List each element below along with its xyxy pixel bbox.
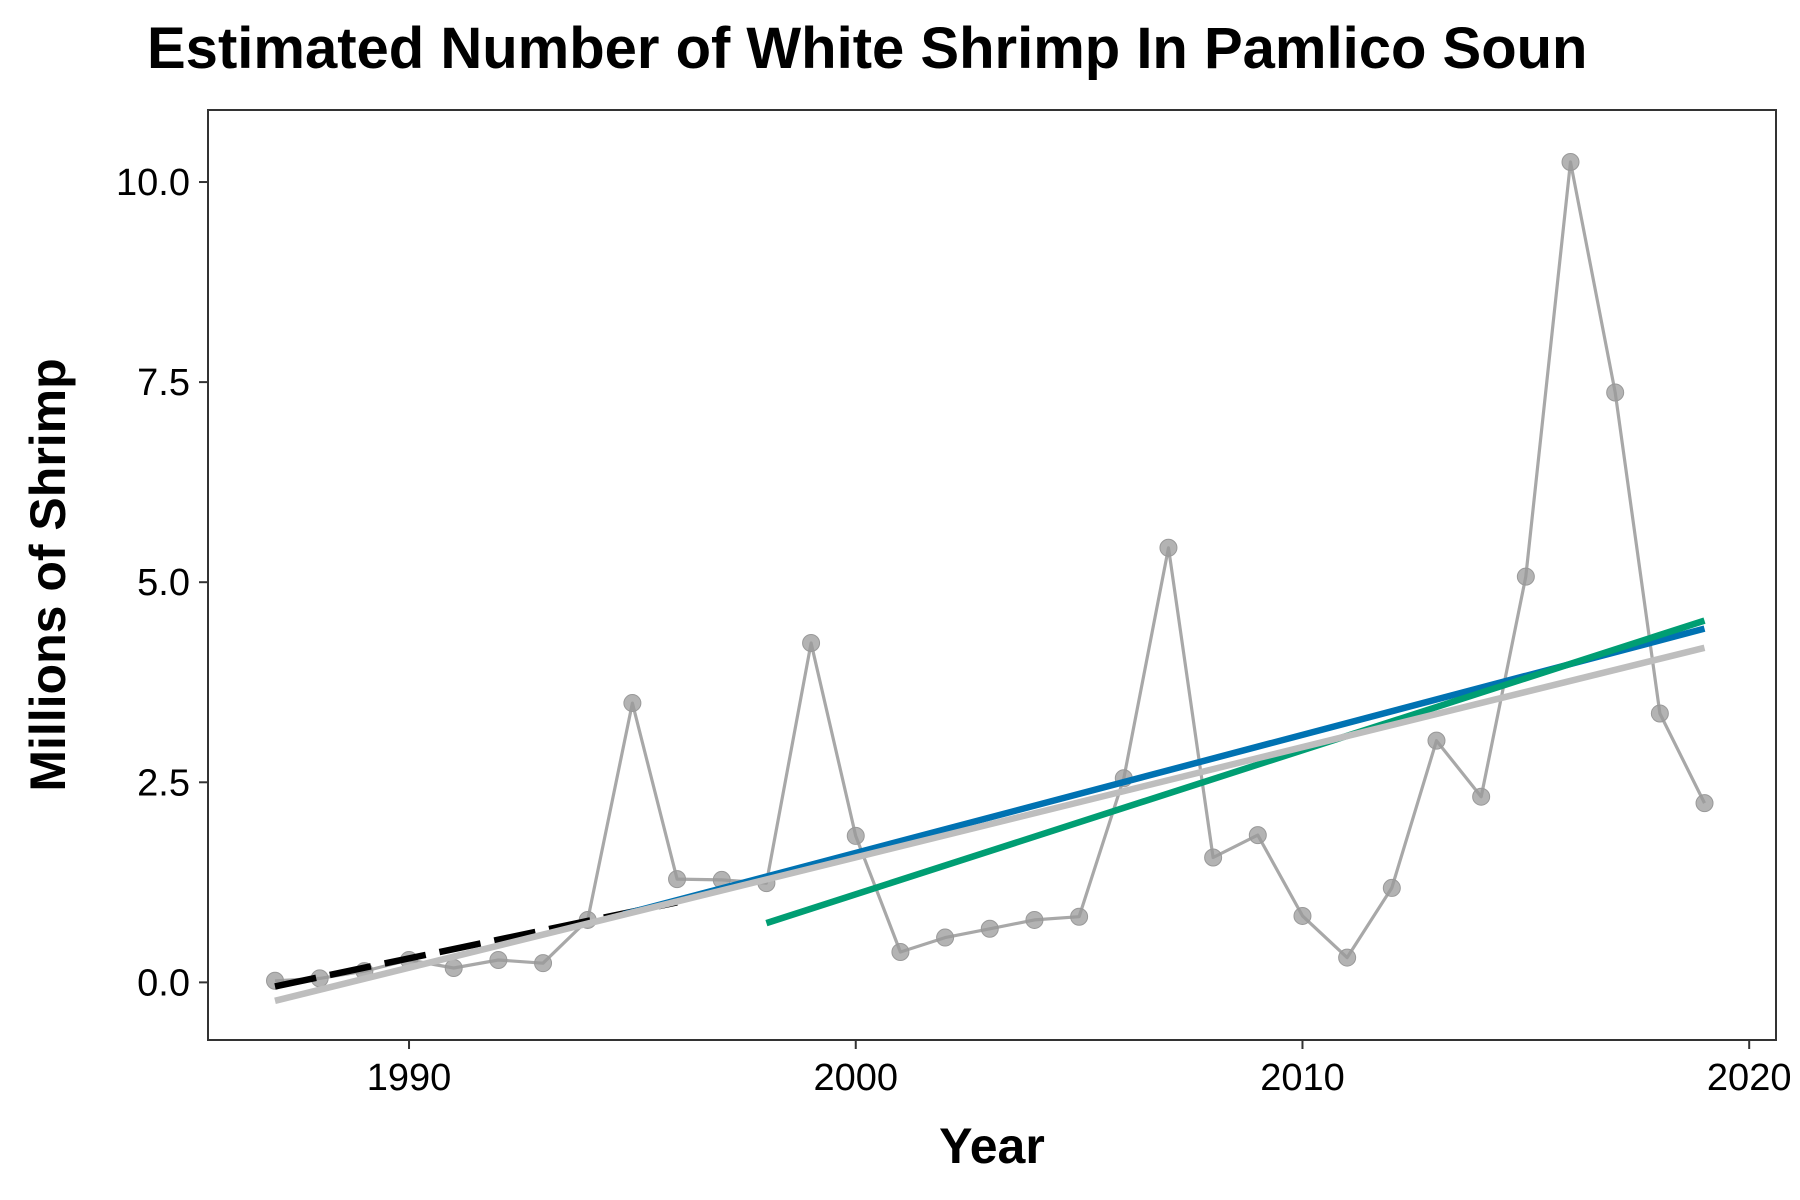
data-point: [1695, 794, 1714, 813]
data-point: [891, 942, 910, 961]
data-point: [980, 919, 999, 938]
data-point: [1070, 907, 1089, 926]
axis-layer: 1990 2000 2010 2020 0.0 2.5 5.0 7.5 10.0: [116, 162, 1791, 1099]
plot-panel: [207, 109, 1777, 1041]
data-point: [802, 634, 821, 653]
data-point: [668, 870, 687, 889]
data-point: [1293, 906, 1312, 925]
data-point: [1025, 910, 1044, 929]
data-point: [1516, 567, 1535, 586]
data-point: [1204, 848, 1223, 867]
data-point: [623, 694, 642, 713]
data-point: [1472, 787, 1491, 806]
plot-layer: [266, 153, 1714, 1004]
data-point: [1561, 153, 1580, 172]
data-point: [1382, 878, 1401, 897]
data-point: [1159, 538, 1178, 557]
x-tick-label: 1990: [367, 1057, 452, 1099]
data-point: [489, 950, 508, 969]
data-point: [1248, 826, 1267, 845]
x-axis-title: Year: [939, 1118, 1045, 1174]
data-point: [1427, 731, 1446, 750]
x-tick-label: 2010: [1260, 1057, 1345, 1099]
data-point: [1338, 948, 1357, 967]
y-tick-label: 7.5: [137, 362, 190, 404]
data-point: [444, 958, 463, 977]
chart-title: Estimated Number of White Shrimp In Paml…: [147, 16, 1587, 81]
x-tick-label: 2020: [1707, 1057, 1792, 1099]
trend-line-4: [274, 644, 1706, 1004]
data-point: [846, 826, 865, 845]
y-axis-title: Millions of Shrimp: [20, 358, 76, 791]
y-tick-label: 2.5: [137, 762, 190, 804]
y-tick-label: 0.0: [137, 962, 190, 1004]
data-point: [1650, 704, 1669, 723]
y-tick-label: 5.0: [137, 562, 190, 604]
y-tick-label: 10.0: [116, 162, 190, 204]
trend-line-3: [765, 617, 1706, 927]
data-point: [936, 928, 955, 947]
data-point: [1606, 383, 1625, 402]
data-point: [534, 954, 553, 973]
x-tick-label: 2000: [813, 1057, 898, 1099]
